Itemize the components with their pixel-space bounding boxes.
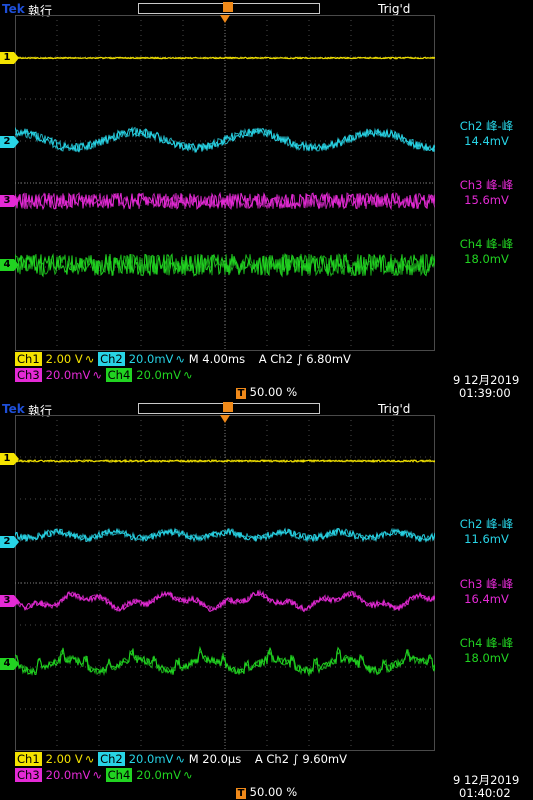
ch3-tag[interactable]: Ch3 (15, 368, 42, 382)
trigger-marker-icon (220, 415, 230, 423)
waveform-display (15, 15, 435, 351)
ch3-marker[interactable]: 3 (0, 595, 19, 607)
ch4-trace (15, 252, 435, 277)
ch4-meas-value: 18.0mV (464, 252, 509, 266)
trigger-position: T 50.00 % (236, 785, 297, 799)
ch2-trace (15, 527, 435, 543)
ch2-meas-label: Ch2 峰-峰 (459, 119, 514, 133)
ch3-meas-label: Ch3 峰-峰 (459, 178, 514, 192)
ch1-trace (15, 458, 435, 463)
bw-limit-icon: ∿ (175, 352, 186, 366)
ch1-trace (15, 56, 435, 60)
bw-limit-icon: ∿ (182, 768, 193, 782)
ch2-marker[interactable]: 2 (0, 536, 19, 548)
scope-screen-bottom: Tek 執行 Trig'd 1 2 3 4 Ch2 峰-峰 11.6mV Ch3… (0, 400, 533, 800)
trigger-position: T 50.00 % (236, 385, 297, 399)
status-bar: Ch1 2.00 V ∿ Ch2 20.0mV ∿ M 4.00ms A Ch2 ∫ 6… (0, 352, 533, 400)
trigger-position-value: 50.00 % (249, 785, 298, 799)
time: 01:39:00 (459, 386, 511, 400)
scope-screen-top: Tek 執行 Trig'd 1 2 3 4 Ch2 峰-峰 14.4mV Ch3… (0, 0, 533, 400)
ch3-tag[interactable]: Ch3 (15, 768, 42, 782)
ch4-scale: 20.0mV (136, 368, 181, 382)
record-position-bar (138, 2, 320, 14)
timebase: M 20.0µs (188, 752, 242, 766)
ch1-scale: 2.00 V (45, 752, 83, 766)
ch3-scale: 20.0mV (45, 368, 91, 382)
ch3-meas-value: 15.6mV (464, 193, 509, 207)
trigger-settings: A Ch2 ∫ 6.80mV (258, 352, 351, 366)
ch3-measurement: Ch3 峰-峰 15.6mV (440, 178, 533, 208)
bw-limit-icon: ∿ (92, 768, 102, 782)
ch1-tag[interactable]: Ch1 (15, 352, 42, 366)
date: 9 12月2019 (453, 373, 520, 387)
ch4-marker[interactable]: 4 (0, 259, 19, 271)
scope-header: Tek 執行 Trig'd (0, 400, 533, 418)
trigger-settings: A Ch2 ∫ 9.60mV (254, 752, 347, 766)
ch1-marker[interactable]: 1 (0, 453, 19, 465)
bw-limit-icon: ∿ (84, 752, 95, 766)
scope-header: Tek 執行 Trig'd (0, 0, 533, 18)
ch4-tag[interactable]: Ch4 (105, 368, 133, 382)
bw-limit-icon: ∿ (182, 368, 193, 382)
trigger-t-icon: T (236, 388, 246, 399)
brand-logo: Tek (2, 2, 25, 16)
time: 01:40:02 (459, 786, 511, 800)
run-state: 執行 (28, 4, 53, 18)
ch2-measurement: Ch2 峰-峰 14.4mV (440, 119, 533, 149)
ch3-trace (15, 191, 435, 210)
ch4-measurement: Ch4 峰-峰 18.0mV (440, 237, 533, 267)
ch2-meas-value: 11.6mV (464, 532, 509, 546)
ch2-tag[interactable]: Ch2 (98, 352, 125, 366)
waveform-graticule (15, 415, 435, 751)
brand-logo: Tek (2, 402, 25, 416)
ch4-marker[interactable]: 4 (0, 658, 19, 670)
bw-limit-icon: ∿ (92, 368, 102, 382)
record-position-indicator (223, 2, 233, 12)
trigger-position-value: 50.00 % (249, 385, 298, 399)
ch2-trace (15, 126, 435, 154)
status-bar: Ch1 2.00 V ∿ Ch2 20.0mV ∿ M 20.0µs A Ch2 ∫ 9… (0, 752, 533, 800)
ch2-meas-label: Ch2 峰-峰 (459, 517, 514, 531)
trigger-state: Trig'd (378, 402, 411, 416)
ch4-meas-label: Ch4 峰-峰 (459, 237, 514, 251)
ch3-meas-label: Ch3 峰-峰 (459, 577, 514, 591)
ch2-marker[interactable]: 2 (0, 136, 19, 148)
record-position-indicator (223, 402, 233, 412)
ch2-scale: 20.0mV (128, 752, 174, 766)
ch3-meas-value: 16.4mV (464, 592, 509, 606)
trigger-state: Trig'd (378, 2, 411, 16)
ch2-measurement: Ch2 峰-峰 11.6mV (440, 517, 533, 547)
bw-limit-icon: ∿ (84, 352, 95, 366)
waveform-graticule (15, 15, 435, 351)
ch3-marker[interactable]: 3 (0, 195, 19, 207)
ch1-scale: 2.00 V (45, 352, 83, 366)
ch4-tag[interactable]: Ch4 (105, 768, 133, 782)
ch4-meas-label: Ch4 峰-峰 (459, 636, 514, 650)
ch4-meas-value: 18.0mV (464, 651, 509, 665)
ch4-measurement: Ch4 峰-峰 18.0mV (440, 636, 533, 666)
ch2-scale: 20.0mV (128, 352, 174, 366)
ch2-meas-value: 14.4mV (464, 134, 509, 148)
trigger-marker-icon (220, 15, 230, 23)
run-state: 執行 (28, 404, 53, 418)
ch4-trace (15, 649, 435, 677)
ch1-tag[interactable]: Ch1 (15, 752, 42, 766)
ch3-scale: 20.0mV (45, 768, 91, 782)
record-position-bar (138, 402, 320, 414)
ch1-marker[interactable]: 1 (0, 52, 19, 64)
timebase: M 4.00ms (188, 352, 246, 366)
bw-limit-icon: ∿ (175, 752, 186, 766)
date: 9 12月2019 (453, 773, 520, 787)
trigger-t-icon: T (236, 788, 246, 799)
ch3-measurement: Ch3 峰-峰 16.4mV (440, 577, 533, 607)
waveform-display (15, 415, 435, 751)
ch2-tag[interactable]: Ch2 (98, 752, 125, 766)
ch3-trace (15, 589, 435, 613)
ch4-scale: 20.0mV (136, 768, 181, 782)
